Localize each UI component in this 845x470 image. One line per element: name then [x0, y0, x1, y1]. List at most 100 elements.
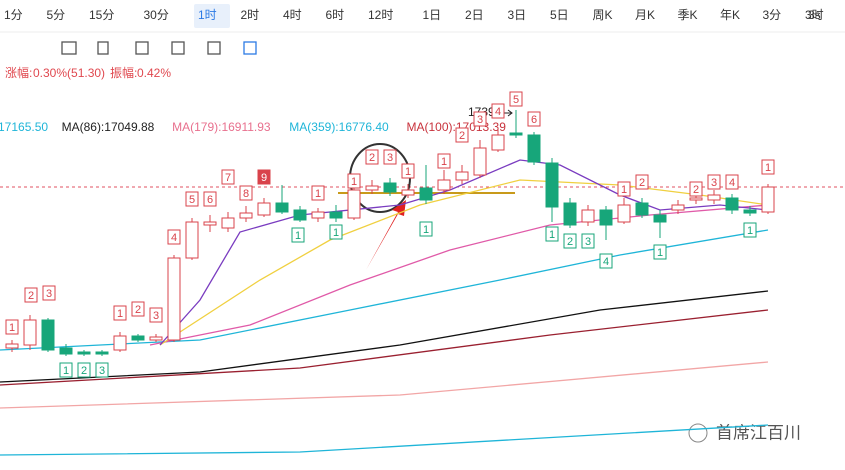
signal-marker [743, 222, 757, 238]
signal-label: 2 [81, 365, 87, 377]
signal-label: 2 [28, 290, 34, 302]
signal-marker [509, 91, 523, 107]
signal-label: 6 [531, 114, 537, 126]
signal-label: 1 [621, 184, 627, 196]
candle-body [617, 204, 631, 223]
candle-body [95, 351, 109, 355]
signal-marker [239, 185, 253, 201]
signal-label: 3 [585, 236, 591, 248]
candle-body [149, 336, 163, 341]
timeframe-tab[interactable]: 5日 [550, 8, 569, 22]
signal-marker [131, 301, 145, 317]
timeframe-tab[interactable]: 30分 [144, 8, 169, 22]
signal-label: 1 [657, 247, 663, 259]
candle-body [563, 202, 577, 226]
signal-label: 2 [135, 304, 141, 316]
signal-marker [419, 221, 433, 237]
signal-marker [185, 191, 199, 207]
signal-label: 1 [765, 162, 771, 174]
timeframe-tab[interactable]: 4时 [283, 8, 302, 22]
candle-body [383, 182, 397, 193]
signal-marker [761, 159, 775, 175]
candle-body [365, 185, 379, 191]
candle-body [455, 171, 469, 181]
timeframe-tab[interactable]: 2日 [465, 8, 484, 22]
signal-label: 3 [387, 152, 393, 164]
signal-marker [689, 181, 703, 197]
candle-body [293, 209, 307, 221]
candle-body [581, 209, 595, 223]
timeframe-tab[interactable]: 15分 [89, 8, 114, 22]
ma-legend: 17165.50 [0, 120, 48, 134]
candle-body [23, 319, 37, 346]
signal-marker [329, 224, 343, 240]
signal-label: 2 [693, 184, 699, 196]
signal-marker [617, 181, 631, 197]
signal-label: 3 [711, 177, 717, 189]
ma-line [159, 179, 769, 346]
candle-body [59, 347, 73, 355]
signal-label: 1 [405, 166, 411, 178]
signal-marker [473, 111, 487, 127]
signal-label: 4 [603, 256, 609, 268]
timeframe-tab[interactable]: 3分 [763, 8, 782, 22]
signal-label: 9 [261, 172, 267, 184]
selected-tab [194, 4, 230, 28]
timeframe-tab[interactable]: 2时 [241, 8, 260, 22]
timeframe-tab[interactable]: 6时 [326, 8, 345, 22]
signal-label: 2 [369, 152, 375, 164]
timeframe-tab[interactable]: 年K [720, 8, 740, 22]
candle-body [275, 202, 289, 213]
timeframe-tab[interactable]: 季K [678, 8, 698, 22]
timeframe-tab[interactable]: 3时 [805, 8, 824, 22]
candle-body [527, 134, 541, 163]
timeframe-tab[interactable]: 月K [635, 8, 655, 22]
amplitude-label: 振幅: [110, 65, 137, 80]
ma-line [0, 290, 769, 383]
candle-body [311, 211, 325, 219]
signal-marker [77, 362, 91, 378]
candle-body [347, 189, 361, 219]
drawing-tools[interactable] [61, 41, 257, 55]
signal-marker [203, 191, 217, 207]
amplitude-value: 0.42% [137, 66, 171, 80]
signal-label: 1 [9, 322, 15, 334]
signal-marker [221, 169, 235, 185]
candle-body [635, 202, 649, 216]
signal-label: 2 [459, 130, 465, 142]
signal-marker [545, 226, 559, 242]
timeframe-tab[interactable]: 12时 [368, 8, 393, 22]
signal-marker [113, 305, 127, 321]
candle-body [113, 335, 127, 351]
candle-body [509, 132, 523, 136]
candle-body [725, 197, 739, 211]
signal-label: 1 [747, 225, 753, 237]
signal-label: 1 [117, 308, 123, 320]
candle-body [185, 221, 199, 259]
refresh-interval: 3s [808, 8, 821, 22]
signal-label: 1 [549, 229, 555, 241]
timeframe-tab[interactable]: 1分 [4, 8, 23, 22]
timeframe-tab[interactable]: 3日 [508, 8, 527, 22]
timeframe-tab[interactable]: 5分 [47, 8, 66, 22]
candle-body [257, 202, 271, 216]
ma-line [0, 424, 769, 456]
ma-line [0, 361, 769, 409]
timeframe-tab[interactable]: 周K [593, 8, 613, 22]
signal-marker [383, 149, 397, 165]
arrow [366, 200, 406, 270]
signal-marker [581, 233, 595, 249]
signal-marker [257, 169, 271, 185]
candle-body [167, 257, 181, 341]
ma-legend: MA(179):16911.93 [172, 120, 271, 134]
signal-label: 4 [495, 106, 501, 118]
signal-marker [59, 362, 73, 378]
candle-body [689, 197, 703, 201]
timeframe-tab[interactable]: 1日 [423, 8, 442, 22]
signal-marker [527, 111, 541, 127]
timeframe-tab[interactable]: 1时 [198, 8, 217, 22]
candle-body [743, 209, 757, 214]
signal-marker [291, 227, 305, 243]
signal-label: 8 [243, 188, 249, 200]
ma-line [149, 204, 769, 346]
